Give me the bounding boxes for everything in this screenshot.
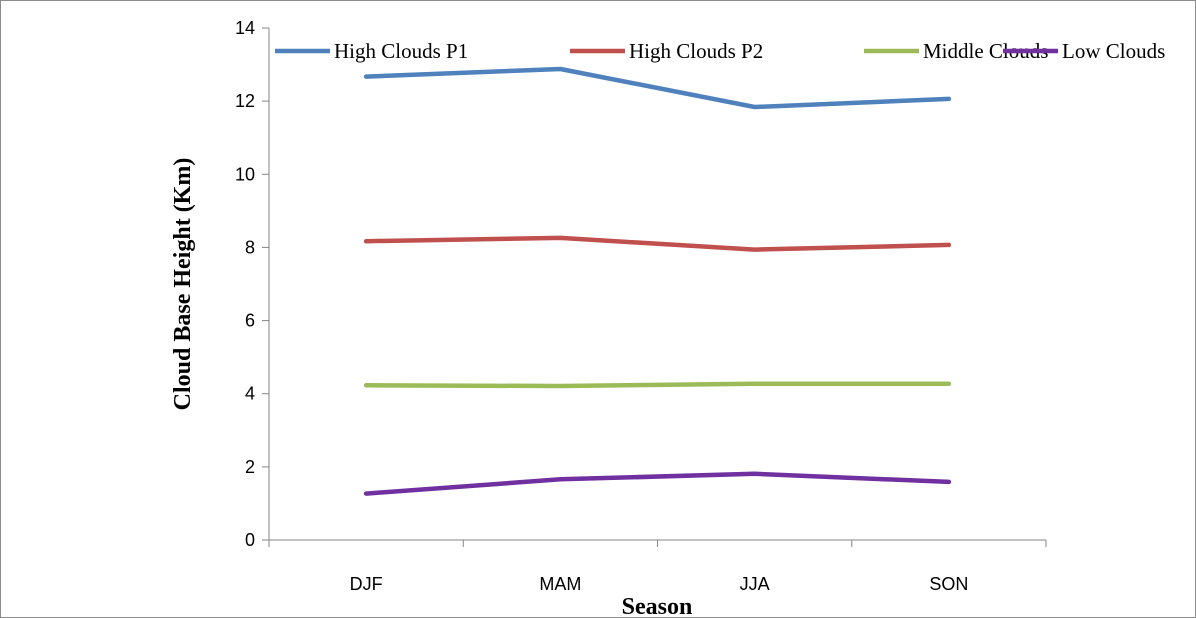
x-axis: DJF MAM JJA SON <box>268 539 1047 594</box>
series-line <box>363 381 952 389</box>
series-line <box>363 66 952 110</box>
y-tick-label: 0 <box>245 530 255 550</box>
y-tick-label: 8 <box>245 237 255 257</box>
y-tick-label: 2 <box>245 457 255 477</box>
legend-label: Low Clouds <box>1062 39 1165 63</box>
y-tick-label: 12 <box>235 91 255 111</box>
legend-label: High Clouds P1 <box>334 39 468 63</box>
y-tick-label: 10 <box>235 164 255 184</box>
series-lines <box>363 66 952 496</box>
y-tick-label: 4 <box>245 384 255 404</box>
y-tick-label: 6 <box>245 311 255 331</box>
y-axis-title: Cloud Base Height (Km) <box>170 158 196 411</box>
legend: High Clouds P1 High Clouds P2 Middle Cloud… <box>275 39 1165 63</box>
x-tick-label: JJA <box>740 574 770 594</box>
x-tick-label: SON <box>929 574 968 594</box>
y-tick-label: 14 <box>235 18 255 38</box>
x-axis-title: Season <box>622 594 693 618</box>
series-line <box>363 235 952 252</box>
x-tick-label: DJF <box>350 574 383 594</box>
legend-label: High Clouds P2 <box>629 39 763 63</box>
series-line <box>363 471 952 496</box>
x-tick-label: MAM <box>539 574 581 594</box>
y-axis: 0 2 4 6 8 10 12 14 <box>235 18 270 550</box>
